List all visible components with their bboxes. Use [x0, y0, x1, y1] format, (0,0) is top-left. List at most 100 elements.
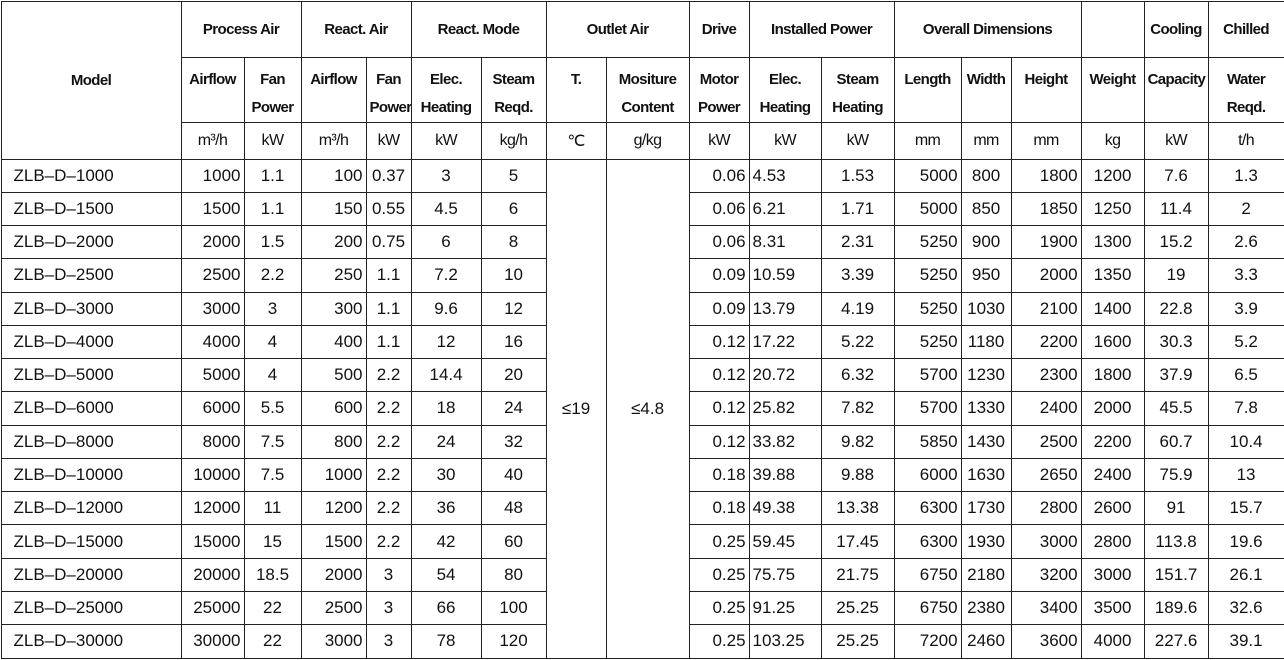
name-line: Fan [376, 71, 401, 88]
cell: 2500 [1011, 425, 1081, 458]
cell: 2.2 [366, 359, 411, 392]
cell: 0.18 [689, 492, 749, 525]
cell: 2000 [1081, 392, 1144, 425]
column-name: Length [894, 57, 961, 122]
cell: 1.3 [1208, 159, 1284, 192]
cell: 3000 [1081, 558, 1144, 591]
cell: 0.37 [366, 159, 411, 192]
merged-cell: ≤4.8 [606, 159, 689, 658]
cell: 24 [411, 425, 481, 458]
model-cell: ZLB–D–5000 [1, 359, 181, 392]
cell: 75.9 [1144, 458, 1208, 491]
cell: 25.82 [749, 392, 821, 425]
cell: 1300 [1081, 226, 1144, 259]
cell: 3400 [1011, 591, 1081, 624]
cell: 8 [481, 226, 546, 259]
cell: 3 [366, 558, 411, 591]
cell: 2.2 [366, 392, 411, 425]
cell: 42 [411, 525, 481, 558]
cell: 3.9 [1208, 292, 1284, 325]
cell: 2100 [1011, 292, 1081, 325]
column-name: Capacity [1144, 57, 1208, 122]
cell: 78 [411, 625, 481, 658]
model-cell: ZLB–D–6000 [1, 392, 181, 425]
cell: 25.25 [821, 591, 894, 624]
name-line: Elec. [769, 71, 801, 88]
cell: 1180 [961, 325, 1011, 358]
cell: 39.88 [749, 458, 821, 491]
cell: 3 [366, 591, 411, 624]
cell: 1400 [1081, 292, 1144, 325]
cell: 0.25 [689, 591, 749, 624]
cell: 2.2 [366, 525, 411, 558]
cell: 1000 [301, 458, 366, 491]
cell: 1430 [961, 425, 1011, 458]
unit: kg/h [481, 122, 546, 159]
cell: 33.82 [749, 425, 821, 458]
cell: 2.6 [1208, 226, 1284, 259]
name-line: Water [1227, 71, 1265, 88]
unit: kW [749, 122, 821, 159]
name-line: Reqd. [494, 99, 533, 116]
cell: 2.2 [366, 492, 411, 525]
model-cell: ZLB–D–2500 [1, 259, 181, 292]
cell: 6.5 [1208, 359, 1284, 392]
cell: 4 [244, 359, 301, 392]
cell: 10.4 [1208, 425, 1284, 458]
model-cell: ZLB–D–20000 [1, 558, 181, 591]
cell: 7.8 [1208, 392, 1284, 425]
cell: 2200 [1011, 325, 1081, 358]
cell: 3.39 [821, 259, 894, 292]
cell: 26.1 [1208, 558, 1284, 591]
cell: 2400 [1011, 392, 1081, 425]
cell: 5250 [894, 292, 961, 325]
cell: 1730 [961, 492, 1011, 525]
cell: 4000 [1081, 625, 1144, 658]
cell: 227.6 [1144, 625, 1208, 658]
cell: 1350 [1081, 259, 1144, 292]
cell: 2000 [301, 558, 366, 591]
cell: 2 [1208, 192, 1284, 225]
cell: 5000 [181, 359, 244, 392]
cell: 13.79 [749, 292, 821, 325]
group-header: React. Air [301, 1, 411, 57]
cell: 15.2 [1144, 226, 1208, 259]
cell: 2.2 [366, 458, 411, 491]
column-name: Airflow [181, 57, 244, 122]
cell: 100 [481, 591, 546, 624]
cell: 1.71 [821, 192, 894, 225]
cell: 1600 [1081, 325, 1144, 358]
unit: m³/h [301, 122, 366, 159]
unit: mm [961, 122, 1011, 159]
cell: 3 [366, 625, 411, 658]
cell: 6300 [894, 492, 961, 525]
cell: 1500 [181, 192, 244, 225]
cell: 4 [244, 325, 301, 358]
cell: 9.88 [821, 458, 894, 491]
group-header: Drive [689, 1, 749, 57]
cell: 2000 [181, 226, 244, 259]
cell: 7.2 [411, 259, 481, 292]
cell: 2180 [961, 558, 1011, 591]
cell: 37.9 [1144, 359, 1208, 392]
cell: 18.5 [244, 558, 301, 591]
cell: 2800 [1081, 525, 1144, 558]
cell: 6750 [894, 591, 961, 624]
unit: kW [1144, 122, 1208, 159]
unit: mm [1011, 122, 1081, 159]
cell: 7200 [894, 625, 961, 658]
model-cell: ZLB–D–4000 [1, 325, 181, 358]
cell: 300 [301, 292, 366, 325]
cell: 0.12 [689, 425, 749, 458]
model-cell: ZLB–D–1500 [1, 192, 181, 225]
cell: 49.38 [749, 492, 821, 525]
cell: 2600 [1081, 492, 1144, 525]
cell: 950 [961, 259, 1011, 292]
cell: 1.1 [366, 292, 411, 325]
cell: 1630 [961, 458, 1011, 491]
model-header: Model [1, 1, 181, 159]
cell: 18 [411, 392, 481, 425]
name-line: Capacity [1148, 71, 1206, 88]
cell: 4.19 [821, 292, 894, 325]
